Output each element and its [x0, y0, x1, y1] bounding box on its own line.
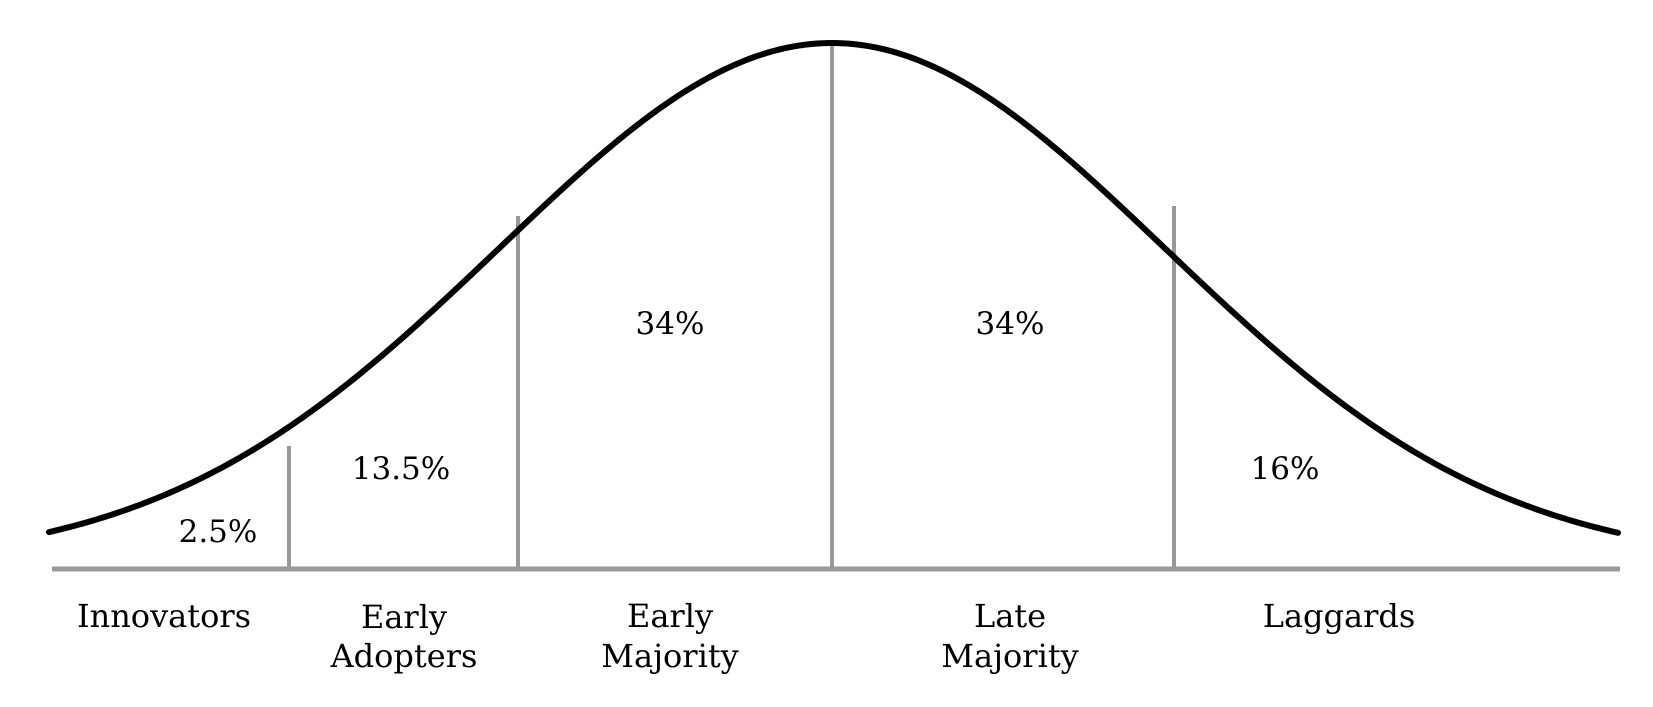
label-laggards: Laggards — [1263, 597, 1416, 635]
percent-early-adopters: 13.5% — [352, 451, 450, 487]
bell-curve — [46, 39, 1621, 536]
label-late-majority-line1: Late — [974, 597, 1046, 635]
label-innovators: Innovators — [77, 597, 251, 635]
percent-laggards: 16% — [1251, 451, 1320, 487]
percent-innovators: 2.5% — [179, 514, 258, 550]
label-early-majority-line1: Early — [627, 597, 713, 635]
percent-early-majority: 34% — [636, 306, 705, 342]
label-early-adopters-line2: Adopters — [330, 637, 478, 675]
label-late-majority-line2: Majority — [941, 637, 1079, 675]
label-early-majority-line2: Majority — [601, 637, 739, 675]
percent-late-majority: 34% — [976, 306, 1045, 342]
label-early-adopters-line1: Early — [361, 598, 447, 636]
